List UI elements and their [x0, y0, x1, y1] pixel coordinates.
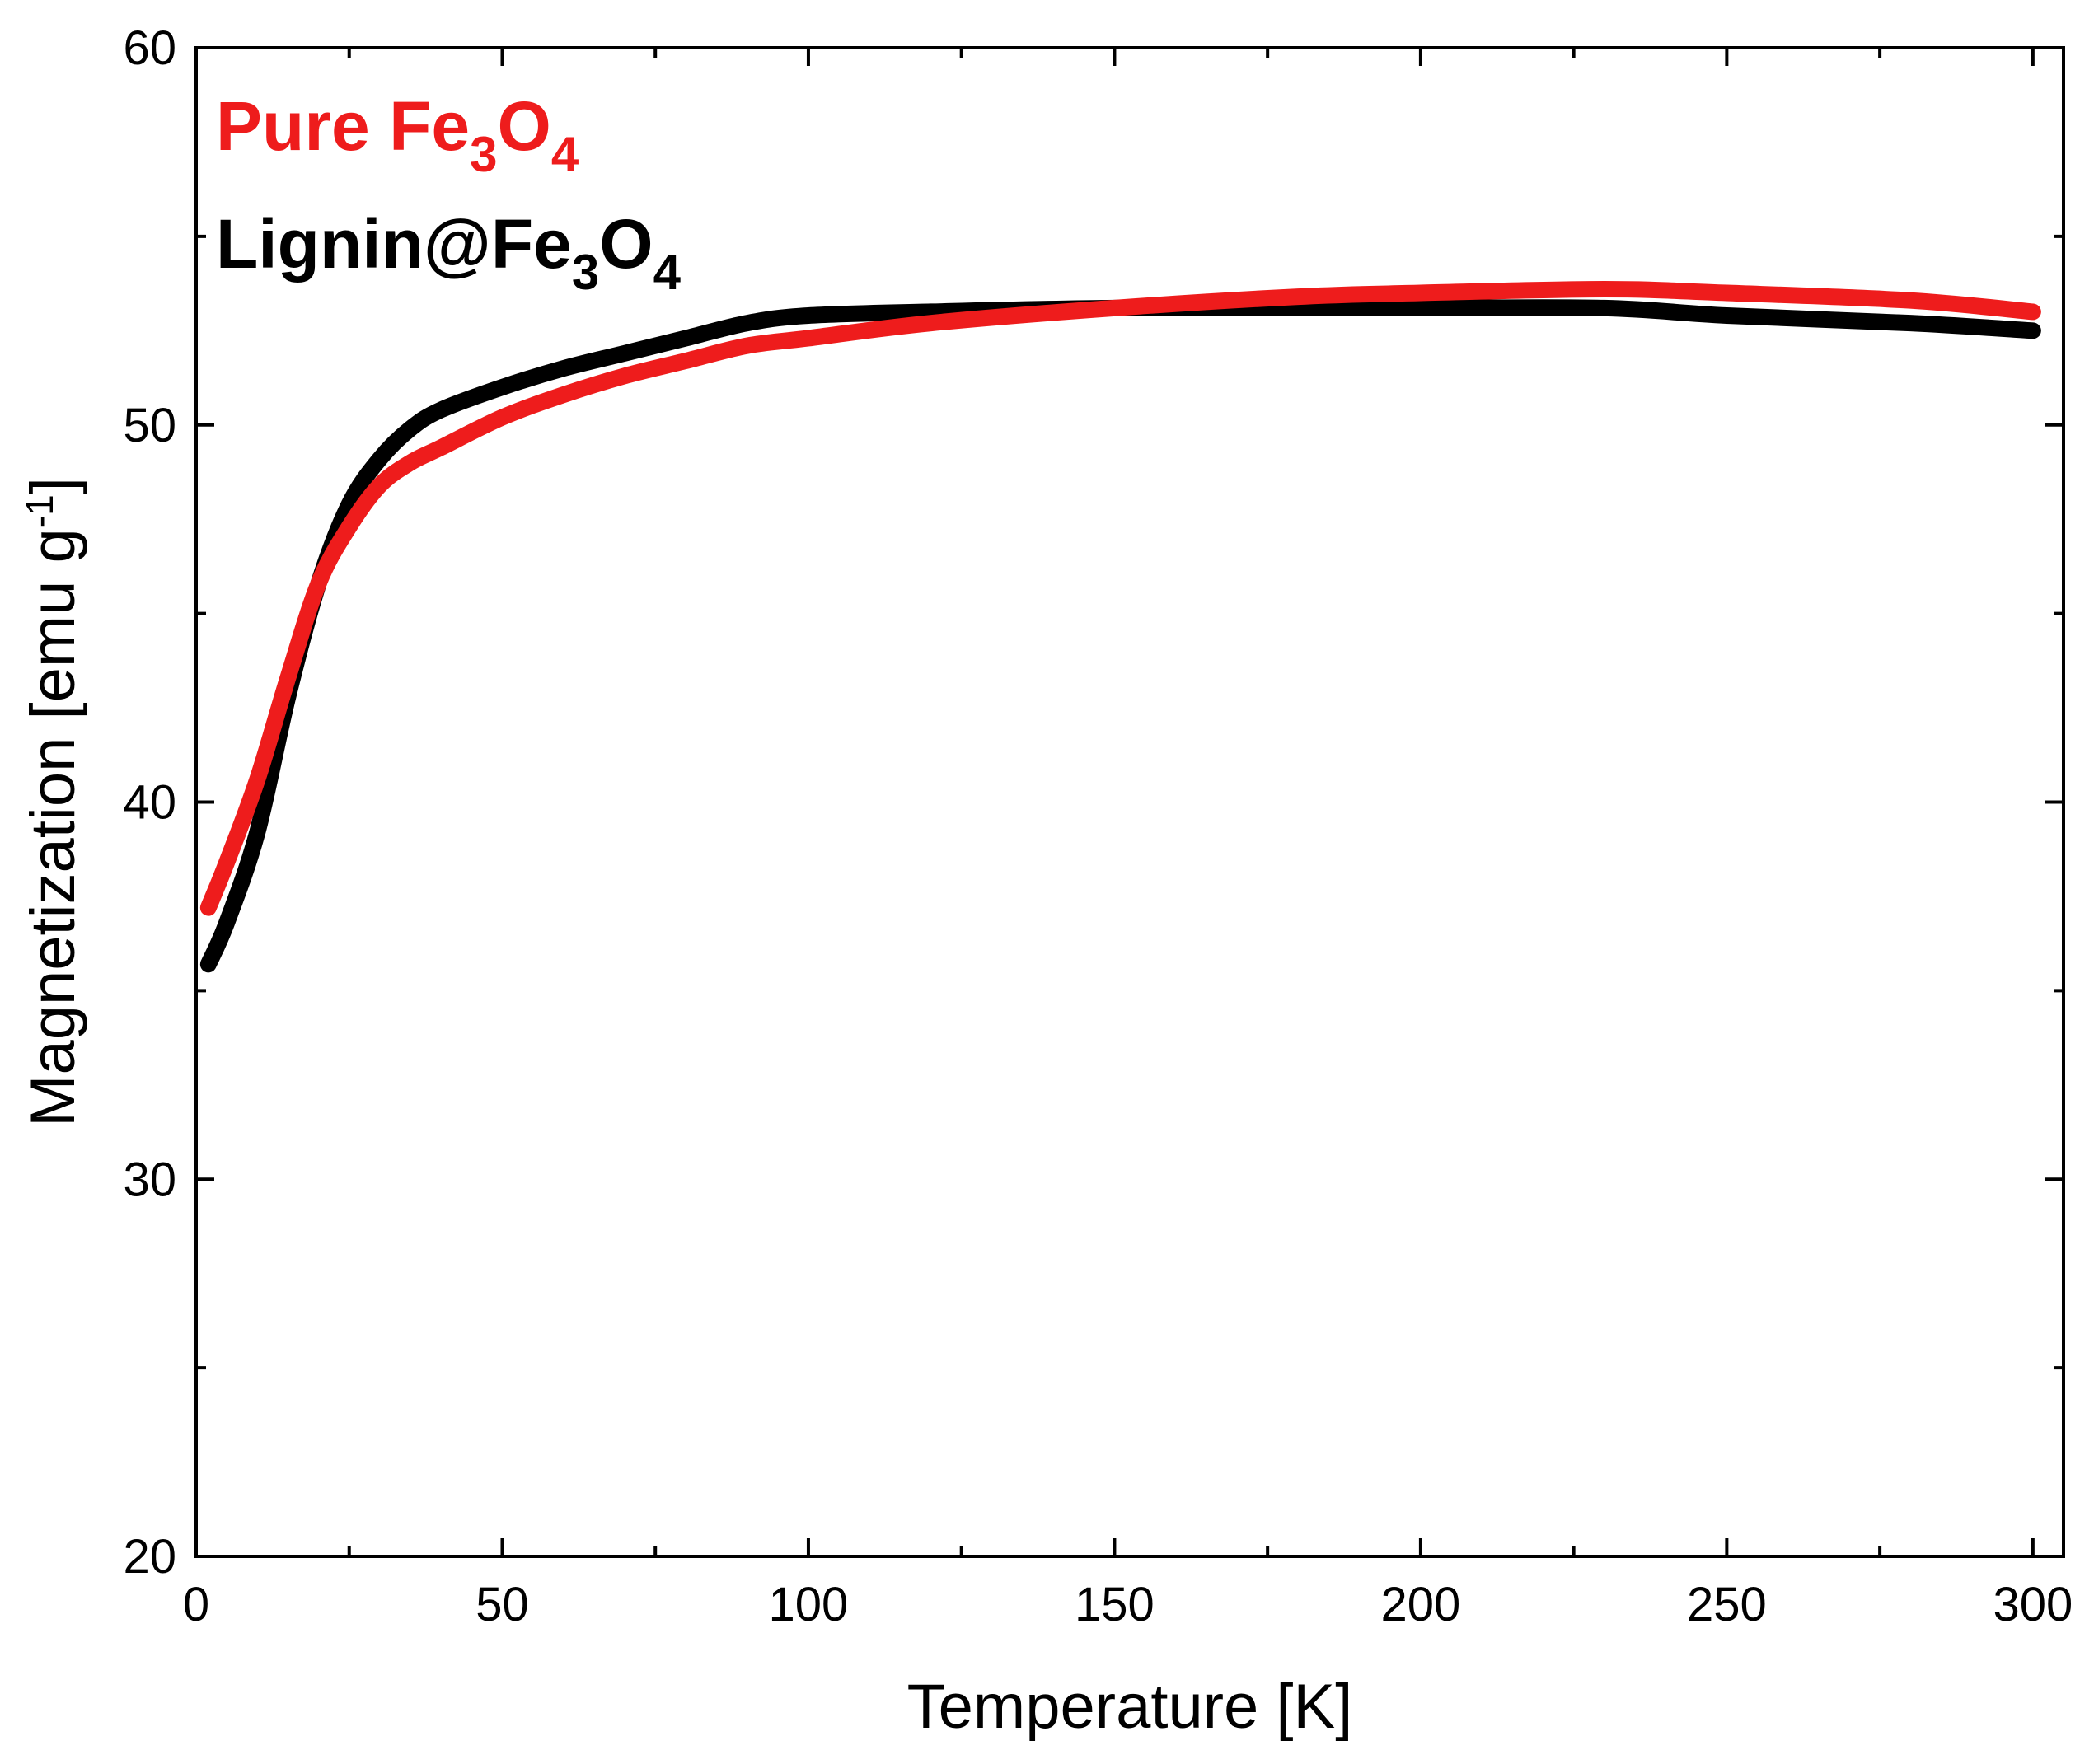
y-tick-label: 50 [123, 399, 176, 452]
series-line-lignin-fe3o4 [199, 299, 2041, 973]
y-tick-label: 60 [123, 21, 176, 75]
y-tick-label: 40 [123, 776, 176, 830]
series-layer [199, 280, 2041, 973]
x-tick-label: 0 [183, 1578, 209, 1631]
y-tick-label: 30 [123, 1153, 176, 1206]
legend-pure-fe3o4: Pure Fe3O4 [216, 87, 579, 182]
x-tick-label: 150 [1075, 1578, 1155, 1631]
y-axis-title-sup: -1 [18, 494, 61, 528]
y-axis-title-main: Magnetization [emu g [18, 528, 88, 1127]
x-tick-label: 50 [475, 1578, 529, 1631]
axis-ticks [194, 46, 2064, 1558]
x-tick-label: 100 [769, 1578, 849, 1631]
x-tick-label: 200 [1381, 1578, 1461, 1631]
x-tick-label: 250 [1687, 1578, 1767, 1631]
legend-lignin-fe3o4: Lignin@Fe3O4 [216, 205, 682, 300]
y-axis-title: Magnetization [emu g-1] [18, 477, 88, 1127]
x-tick-label: 300 [1993, 1578, 2073, 1631]
y-tick-label: 20 [123, 1530, 176, 1584]
x-axis-title: Temperature [K] [907, 1672, 1353, 1742]
series-line-pure-fe3o4 [199, 280, 2041, 916]
tick-labels: 0 50 100 150 200 250 300 20 30 40 50 60 [123, 21, 2073, 1631]
plot-frame [194, 46, 2065, 1558]
y-axis-title-tail: ] [18, 477, 88, 494]
